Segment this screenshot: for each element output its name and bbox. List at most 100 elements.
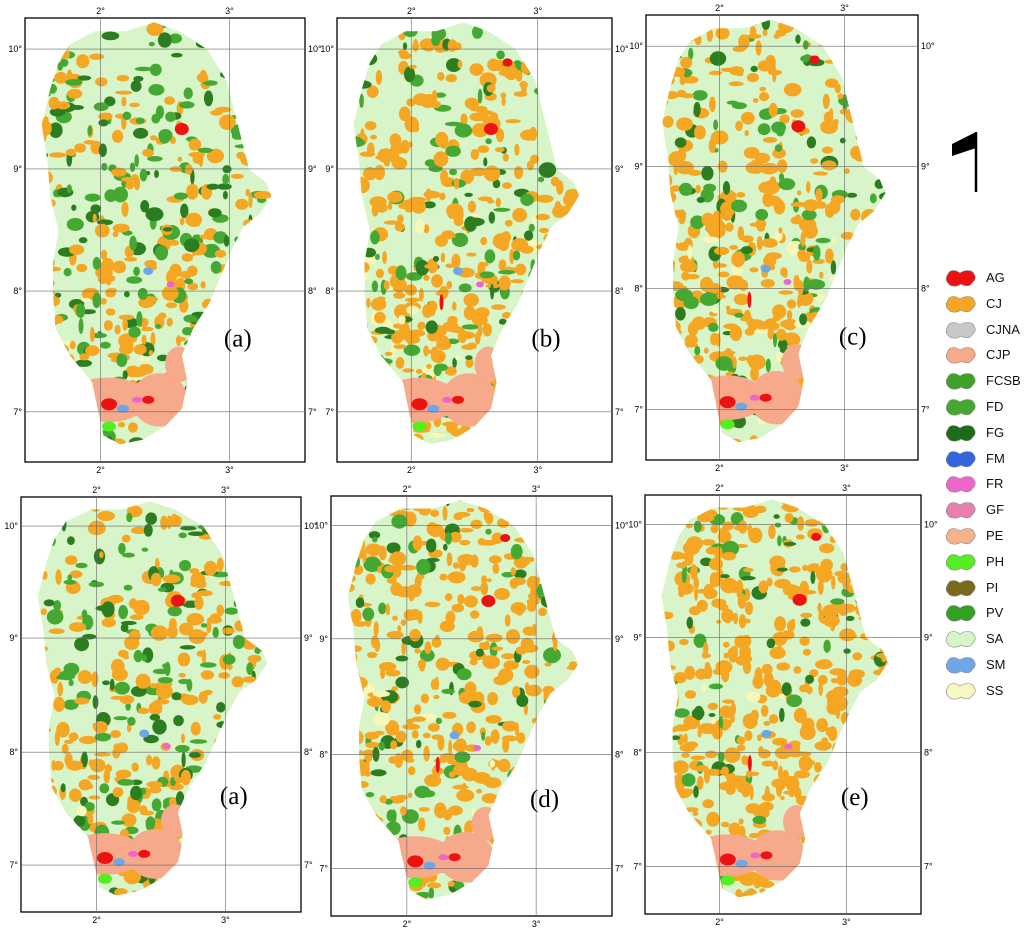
latitude-tick-label: 10°: [320, 44, 334, 54]
legend-swatch-icon: [945, 295, 976, 313]
land-cover-map: [661, 499, 888, 898]
latitude-tick-label: 8°: [9, 747, 18, 757]
legend-swatch-icon: [945, 528, 976, 545]
latitude-tick-label: 10°: [615, 44, 629, 54]
legend-item-fm: FM: [944, 447, 1024, 473]
latitude-tick-label: 8°: [325, 286, 334, 296]
longitude-tick-label: 2°: [715, 483, 724, 493]
map-panel-bottom-1: 10° 10° 9° 9° 8° 8° 7° 7° 2° 2° 3° 3° (a): [1, 483, 321, 928]
longitude-tick-label: 2°: [715, 3, 724, 13]
longitude-tick-label: 3°: [532, 919, 541, 929]
legend-swatch-icon: [945, 424, 976, 442]
latitude-tick-label: 8°: [921, 284, 930, 294]
latitude-tick-label: 8°: [308, 286, 317, 296]
legend-swatch-icon: [945, 321, 976, 339]
latitude-tick-label: 9°: [633, 632, 642, 642]
latitude-tick-label: 9°: [325, 164, 334, 174]
longitude-tick-label: 2°: [407, 465, 416, 475]
latitude-tick-label: 10°: [629, 41, 643, 51]
longitude-tick-label: 3°: [842, 917, 851, 927]
legend-swatch-icon: [945, 502, 976, 519]
map-frame: [330, 495, 613, 917]
longitude-tick-label: 3°: [221, 915, 230, 925]
legend-swatch-icon: [945, 373, 976, 390]
legend-label: FR: [986, 476, 1004, 492]
latitude-tick-label: 10°: [314, 520, 328, 530]
legend-item-pe: PE: [944, 524, 1024, 550]
longitude-tick-label: 2°: [96, 465, 105, 475]
land-cover-map: [347, 500, 579, 900]
legend-label: FM: [986, 450, 1005, 466]
legend-swatch-icon: [945, 657, 976, 674]
legend-label: GF: [986, 502, 1005, 518]
map-panel-bottom-3: 10° 10° 9° 9° 8° 8° 7° 7° 2° 2° 3° 3° (e): [625, 481, 941, 930]
legend-swatch-icon: [945, 631, 976, 648]
panel-label: (b): [531, 326, 560, 353]
latitude-tick-label: 8°: [304, 747, 313, 757]
panel-label: (e): [841, 784, 869, 811]
latitude-tick-label: 9°: [615, 634, 624, 644]
longitude-tick-label: 2°: [92, 915, 101, 925]
legend-item-pv: PV: [944, 601, 1024, 627]
map-panel-top-3: 10° 10° 9° 9° 8° 8° 7° 7° 2° 2° 3° 3° (c): [626, 1, 938, 476]
map-panel-top-2: 10° 10° 9° 9° 8° 8° 7° 7° 2° 2° 3° 3° (b): [317, 4, 632, 478]
latitude-tick-label: 7°: [304, 860, 313, 870]
legend-label: CJNA: [986, 321, 1020, 337]
legend-swatch-icon: [945, 399, 976, 416]
latitude-tick-label: 10°: [615, 520, 629, 530]
latitude-tick-label: 10°: [924, 519, 938, 529]
latitude-tick-label: 7°: [9, 860, 18, 870]
latitude-tick-label: 10°: [4, 521, 18, 531]
legend-item-ss: SS: [944, 679, 1024, 705]
legend-item-ph: PH: [944, 550, 1024, 576]
land-cover-map: [662, 19, 886, 443]
latitude-tick-label: 9°: [9, 633, 18, 643]
latitude-tick-label: 10°: [8, 44, 22, 54]
map-frame: [20, 496, 302, 913]
longitude-tick-label: 3°: [225, 465, 234, 475]
longitude-tick-label: 3°: [840, 3, 849, 13]
legend-label: FD: [986, 398, 1004, 414]
longitude-tick-label: 3°: [533, 465, 542, 475]
latitude-tick-label: 8°: [615, 286, 624, 296]
longitude-tick-label: 3°: [221, 485, 230, 495]
legend: AG CJ CJNA CJP FCSB FD FG FM FR GF PE PH PI PV SA SM SS: [944, 266, 1024, 705]
panel-label: (a): [220, 783, 248, 810]
legend-label: FCSB: [986, 373, 1021, 389]
longitude-tick-label: 2°: [407, 6, 416, 16]
latitude-tick-label: 9°: [13, 164, 22, 174]
legend-swatch-icon: [945, 682, 976, 700]
land-cover-map: [41, 22, 272, 445]
legend-label: SA: [986, 631, 1004, 647]
latitude-tick-label: 8°: [615, 749, 624, 759]
legend-item-sm: SM: [944, 653, 1024, 679]
legend-label: CJP: [986, 347, 1011, 363]
longitude-tick-label: 3°: [532, 484, 541, 494]
map-frame: [24, 17, 306, 463]
legend-swatch-icon: [945, 579, 976, 596]
latitude-tick-label: 7°: [924, 862, 933, 872]
legend-label: PV: [986, 605, 1004, 621]
panel-label: (c): [839, 323, 867, 350]
legend-swatch-icon: [945, 476, 976, 493]
legend-item-fd: FD: [944, 395, 1024, 421]
legend-swatch-icon: [945, 270, 976, 287]
longitude-tick-label: 2°: [715, 463, 724, 473]
latitude-tick-label: 7°: [319, 864, 328, 874]
latitude-tick-label: 7°: [615, 407, 624, 417]
longitude-tick-label: 2°: [403, 919, 412, 929]
legend-item-sa: SA: [944, 627, 1024, 653]
north-arrow-icon: [950, 128, 982, 199]
latitude-tick-label: 8°: [634, 284, 643, 294]
longitude-tick-label: 3°: [840, 463, 849, 473]
latitude-tick-label: 8°: [633, 748, 642, 758]
latitude-tick-label: 9°: [615, 164, 624, 174]
legend-item-gf: GF: [944, 498, 1024, 524]
legend-item-cjp: CJP: [944, 343, 1024, 369]
latitude-tick-label: 7°: [615, 864, 624, 874]
map-frame: [645, 14, 919, 461]
legend-swatch-icon: [945, 450, 976, 468]
legend-item-fg: FG: [944, 421, 1024, 447]
latitude-tick-label: 8°: [13, 286, 22, 296]
legend-label: SM: [986, 656, 1006, 672]
